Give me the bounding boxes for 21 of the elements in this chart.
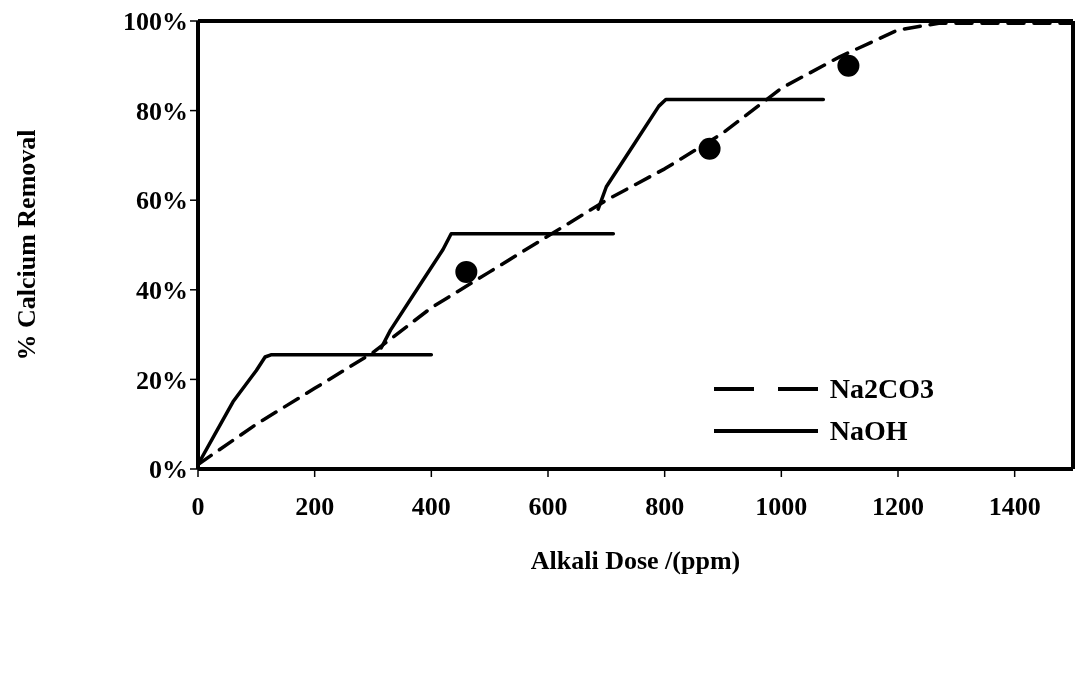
y-tick-label: 100% bbox=[123, 7, 188, 37]
y-tick-label: 40% bbox=[136, 276, 188, 306]
legend-label: NaOH bbox=[829, 415, 908, 447]
x-tick-label: 1000 bbox=[755, 492, 808, 522]
x-tick-label: 1200 bbox=[872, 492, 924, 522]
point bbox=[698, 137, 721, 160]
x-tick-label: 0 bbox=[191, 492, 205, 522]
x-tick-label: 1400 bbox=[988, 492, 1041, 522]
x-tick-label: 800 bbox=[645, 492, 685, 522]
x-tick-label: 600 bbox=[528, 492, 568, 522]
y-tick-label: 80% bbox=[136, 96, 188, 126]
y-tick-label: 0% bbox=[149, 455, 188, 485]
x-tick-label: 200 bbox=[295, 492, 335, 522]
x-tick-label: 400 bbox=[411, 492, 451, 522]
y-tick-label: 60% bbox=[136, 186, 188, 216]
y-axis-title: % Calcium Removal bbox=[12, 129, 42, 361]
x-axis-title: Alkali Dose /(ppm) bbox=[530, 546, 741, 575]
point bbox=[837, 54, 860, 77]
legend-label: Na2CO3 bbox=[829, 373, 934, 405]
y-tick-label: 20% bbox=[136, 365, 188, 395]
point bbox=[455, 260, 478, 283]
